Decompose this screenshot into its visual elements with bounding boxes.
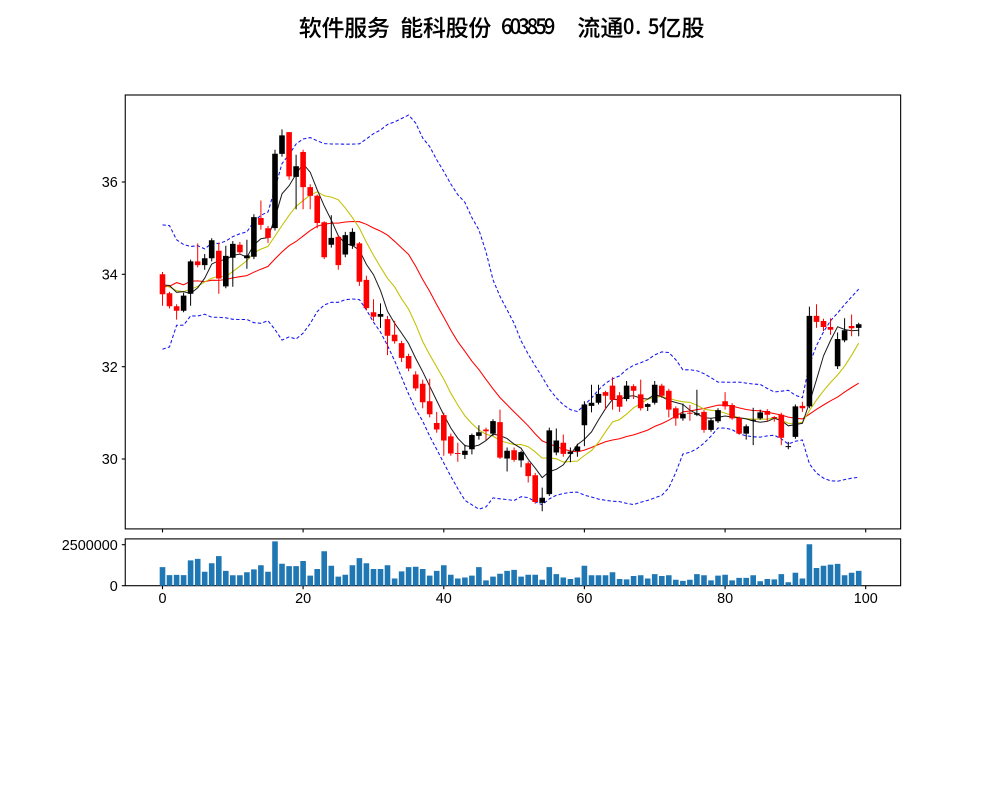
svg-text:100: 100	[854, 591, 878, 607]
svg-text:30: 30	[102, 452, 118, 468]
svg-text:20: 20	[295, 591, 311, 607]
svg-text:32: 32	[102, 360, 118, 376]
svg-text:0: 0	[158, 591, 166, 607]
svg-text:80: 80	[717, 591, 733, 607]
svg-text:60: 60	[576, 591, 592, 607]
svg-text:0: 0	[110, 579, 118, 595]
svg-text:2500000: 2500000	[62, 538, 118, 554]
svg-text:36: 36	[102, 175, 118, 191]
svg-text:34: 34	[102, 268, 118, 284]
svg-text:40: 40	[436, 591, 452, 607]
